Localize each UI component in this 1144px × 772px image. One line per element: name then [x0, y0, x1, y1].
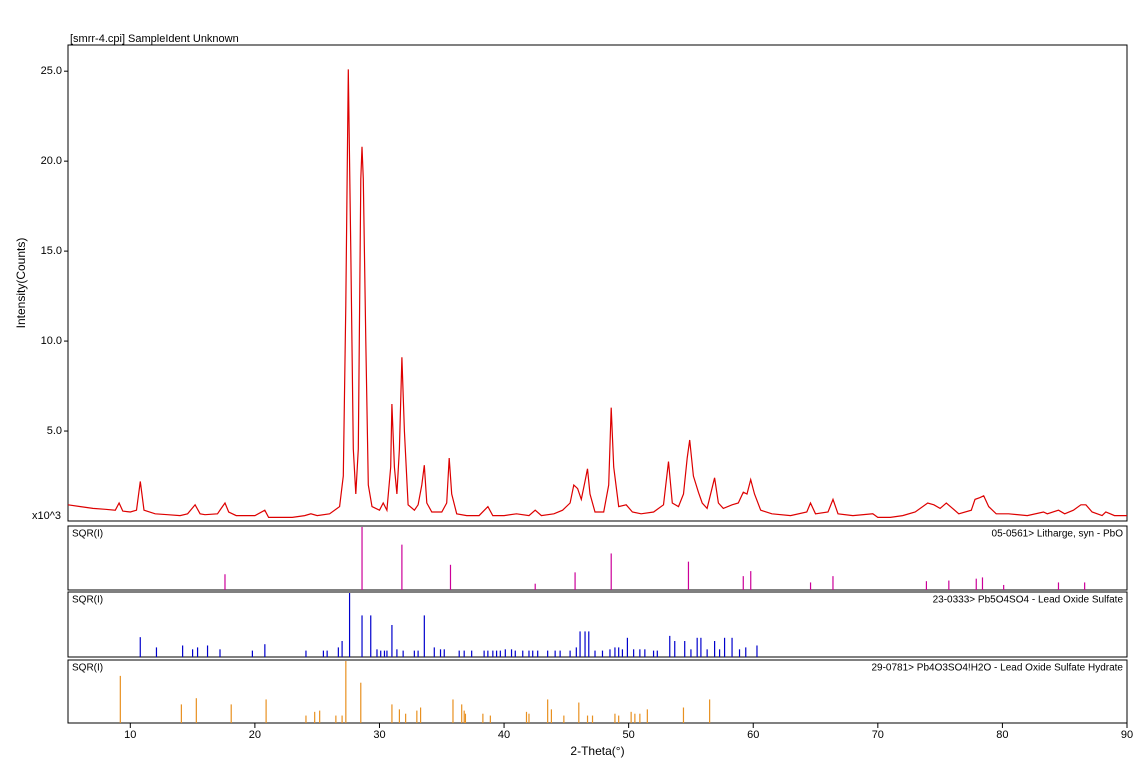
y-tick-label: 10.0: [41, 335, 62, 347]
x-tick-label: 50: [623, 729, 635, 741]
y-tick-label: 20.0: [41, 155, 62, 167]
phase-label: 29-0781> Pb4O3SO4!H2O - Lead Oxide Sulfa…: [871, 663, 1123, 674]
y-tick-label: 15.0: [41, 245, 62, 257]
y-axis-label: Intensity(Counts): [14, 238, 28, 329]
x-tick-label: 30: [373, 729, 385, 741]
y-unit-label: x10^3: [32, 510, 61, 522]
phase-label: 05-0561> Litharge, syn - PbO: [992, 529, 1124, 540]
panel-frame: [67, 44, 1128, 522]
scale-label: SQR(I): [72, 595, 103, 606]
y-tick-label: 5.0: [47, 425, 62, 437]
x-axis-label: 2-Theta(°): [570, 744, 624, 758]
diffraction-line: [67, 69, 1127, 518]
x-tick-label: 80: [996, 729, 1008, 741]
chart-title: [smrr-4.cpi] SampleIdent Unknown: [70, 33, 239, 45]
x-tick-label: 40: [498, 729, 510, 741]
panel-frame: [67, 525, 1128, 591]
x-tick-label: 10: [124, 729, 136, 741]
panel-frame: [67, 659, 1128, 724]
x-tick-label: 70: [872, 729, 884, 741]
scale-label: SQR(I): [72, 663, 103, 674]
x-tick-label: 90: [1121, 729, 1133, 741]
x-tick-label: 20: [249, 729, 261, 741]
y-tick-label: 25.0: [41, 65, 62, 77]
scale-label: SQR(I): [72, 529, 103, 540]
panel-frame: [67, 591, 1128, 658]
phase-label: 23-0333> Pb5O4SO4 - Lead Oxide Sulfate: [933, 595, 1124, 606]
x-tick-label: 60: [747, 729, 759, 741]
